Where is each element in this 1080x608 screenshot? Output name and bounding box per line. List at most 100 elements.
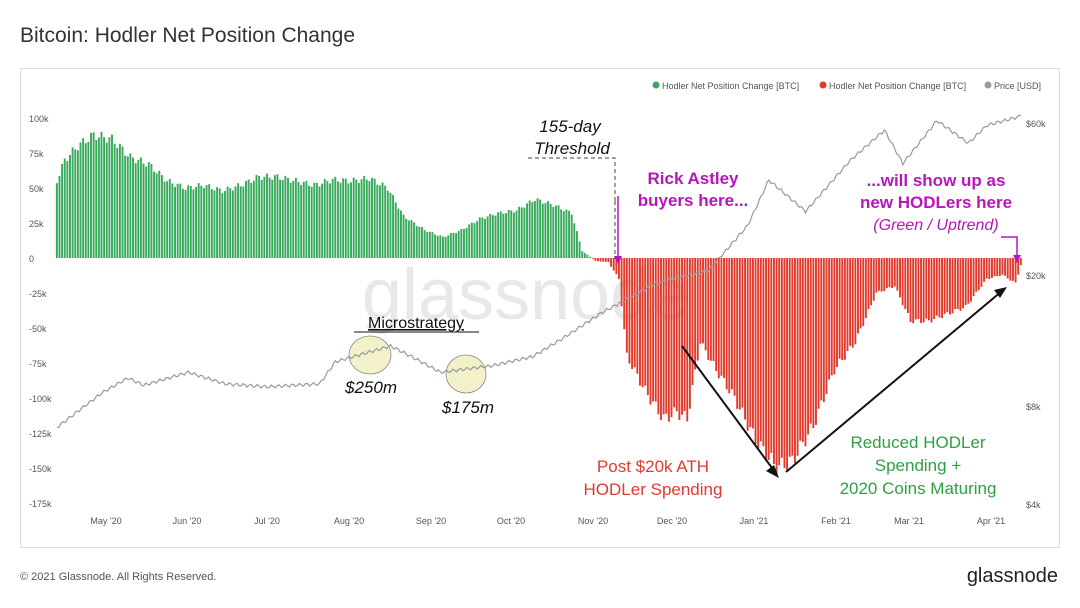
- bar: [728, 258, 731, 394]
- y-tick: 50k: [29, 184, 44, 194]
- bar: [431, 232, 434, 258]
- bar: [418, 226, 421, 258]
- bar: [302, 181, 305, 258]
- bar: [515, 210, 518, 258]
- bar: [662, 258, 665, 415]
- bar: [583, 252, 586, 258]
- bar: [607, 258, 610, 263]
- bar: [237, 183, 240, 258]
- bar: [846, 258, 849, 351]
- bar: [620, 258, 623, 307]
- bar: [74, 149, 77, 258]
- bar: [783, 258, 786, 469]
- bar: [581, 251, 584, 258]
- bar: [108, 137, 111, 258]
- bar: [547, 201, 549, 258]
- bar: [633, 258, 636, 368]
- x-tick: Jul '20: [254, 516, 280, 526]
- bar: [481, 217, 484, 258]
- bar: [568, 210, 571, 258]
- rick-line1: Rick Astley: [647, 169, 739, 188]
- y-tick: -175k: [29, 499, 52, 509]
- bar: [499, 211, 502, 258]
- bar: [163, 181, 166, 258]
- bar: [573, 223, 576, 258]
- bar: [623, 258, 626, 330]
- y-tick: -50k: [29, 324, 47, 334]
- bar: [786, 258, 789, 471]
- bar: [554, 205, 557, 258]
- bar: [670, 258, 673, 418]
- bar: [410, 220, 413, 258]
- bar: [933, 258, 936, 320]
- bar: [715, 258, 718, 372]
- bar: [759, 258, 762, 442]
- bar: [378, 185, 381, 258]
- bar: [255, 175, 258, 258]
- bar: [717, 258, 720, 379]
- bar: [208, 184, 211, 258]
- bar: [762, 258, 765, 447]
- bar: [394, 202, 397, 258]
- bar: [218, 188, 221, 258]
- bar: [665, 258, 668, 414]
- bar: [55, 183, 58, 258]
- bar: [959, 258, 962, 311]
- bar: [791, 258, 794, 456]
- y-tick: 75k: [29, 149, 44, 159]
- y-tick: -25k: [29, 289, 47, 299]
- bar: [815, 258, 817, 425]
- bar: [407, 220, 410, 258]
- bar: [284, 175, 287, 258]
- bar: [79, 142, 82, 258]
- bar: [872, 258, 875, 301]
- bar: [289, 182, 292, 258]
- bar: [549, 203, 552, 258]
- bar: [116, 147, 119, 258]
- bar: [704, 258, 707, 351]
- reduced-line3: 2020 Coins Maturing: [840, 479, 997, 498]
- bar: [749, 258, 752, 428]
- bar: [935, 258, 938, 316]
- bar: [709, 258, 712, 361]
- reduced-line2: Spending +: [875, 456, 962, 475]
- y-axis-right: $60k $20k $8k $4k: [1026, 119, 1046, 510]
- bar: [439, 235, 442, 258]
- bar: [778, 258, 781, 466]
- bar: [1014, 258, 1017, 283]
- bar: [652, 258, 655, 402]
- y-right-tick: $8k: [1026, 402, 1041, 412]
- x-tick: Dec '20: [657, 516, 687, 526]
- bar: [1006, 258, 1009, 279]
- bar: [539, 199, 542, 258]
- bar: [720, 258, 723, 376]
- bar: [565, 209, 568, 258]
- legend-label-2[interactable]: Hodler Net Position Change [BTC]: [829, 81, 966, 91]
- bar: [946, 258, 949, 313]
- bar: [733, 258, 736, 396]
- bar: [252, 180, 255, 258]
- bar: [457, 230, 460, 258]
- bar: [770, 258, 773, 454]
- bar: [639, 258, 641, 386]
- bar: [266, 173, 268, 258]
- bar: [1001, 258, 1004, 275]
- bar: [224, 190, 226, 258]
- bar: [857, 258, 859, 334]
- bar: [242, 186, 245, 258]
- bar: [436, 235, 439, 258]
- bar: [389, 192, 392, 258]
- bar: [426, 232, 429, 258]
- legend-label-1[interactable]: Hodler Net Position Change [BTC]: [662, 81, 799, 91]
- threshold-line1: 155-day: [539, 117, 602, 136]
- bar: [641, 258, 644, 388]
- bar: [888, 258, 891, 288]
- bar: [449, 233, 452, 258]
- bar: [906, 258, 909, 313]
- bar: [71, 147, 74, 258]
- bar: [631, 258, 634, 369]
- legend-label-3[interactable]: Price [USD]: [994, 81, 1041, 91]
- y-right-tick: $60k: [1026, 119, 1046, 129]
- bar: [948, 258, 951, 315]
- y-tick: -150k: [29, 464, 52, 474]
